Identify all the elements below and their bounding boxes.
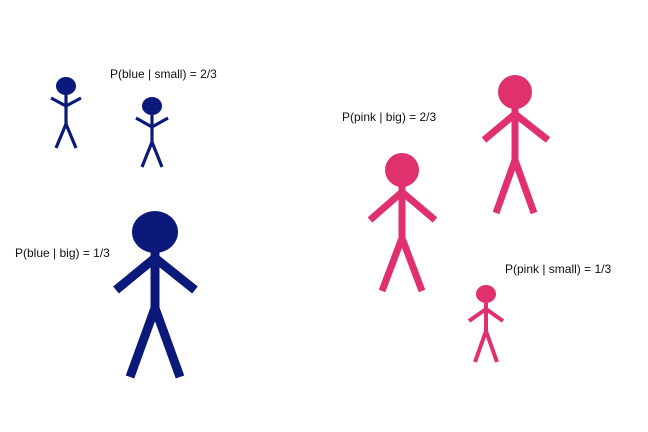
pink-small-figure (467, 285, 505, 363)
label-pink-given-big: P(pink | big) = 2/3 (342, 110, 436, 124)
label-blue-given-big: P(blue | big) = 1/3 (15, 246, 110, 260)
label-pink-given-small: P(pink | small) = 1/3 (505, 262, 611, 276)
pink-big-figure-2 (481, 75, 551, 215)
pink-big-figure-1 (367, 153, 438, 293)
blue-small-figure-1 (50, 77, 82, 149)
label-blue-given-small: P(blue | small) = 2/3 (110, 67, 217, 81)
blue-big-figure (113, 211, 198, 379)
blue-small-figure-2 (135, 97, 169, 168)
